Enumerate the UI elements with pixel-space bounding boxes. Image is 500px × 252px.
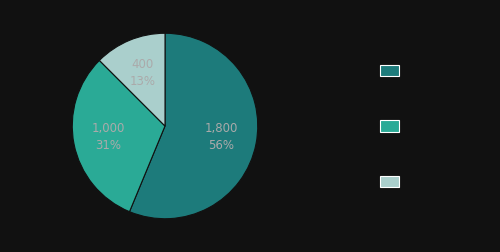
Wedge shape — [100, 33, 165, 126]
Text: 1,800
56%: 1,800 56% — [204, 122, 238, 152]
Text: 400
13%: 400 13% — [130, 58, 156, 88]
Text: 1,000
31%: 1,000 31% — [92, 122, 126, 152]
Wedge shape — [72, 60, 165, 212]
Wedge shape — [130, 33, 258, 219]
